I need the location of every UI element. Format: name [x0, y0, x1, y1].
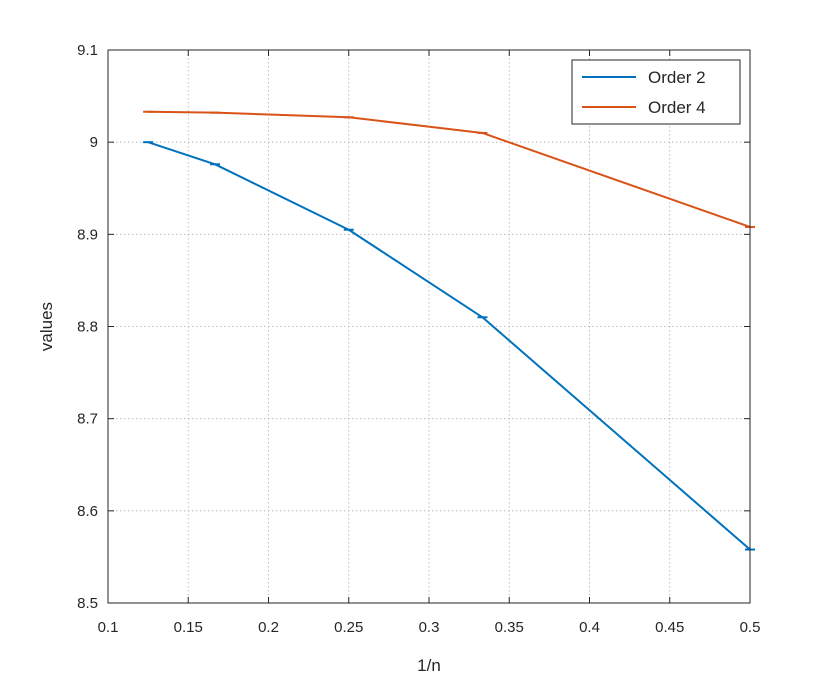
x-tick-label: 0.2	[258, 619, 279, 636]
x-tick-label: 0.5	[740, 619, 761, 636]
y-axis-label: values	[37, 302, 56, 351]
x-tick-label: 0.45	[655, 619, 684, 636]
y-tick-label: 9	[90, 134, 98, 151]
y-tick-label: 8.5	[77, 595, 98, 612]
series-line-order-2	[147, 141, 751, 551]
x-tick-label: 0.15	[174, 619, 203, 636]
y-tick-label: 8.9	[77, 226, 98, 243]
y-tick-label: 9.1	[77, 42, 98, 59]
x-tick-label: 0.4	[579, 619, 600, 636]
grid-layer	[108, 50, 750, 603]
series-layer	[143, 110, 755, 551]
legend-label-order-4: Order 4	[648, 98, 706, 117]
x-axis-label: 1/n	[417, 656, 441, 675]
y-tick-label: 8.8	[77, 319, 98, 336]
legend-label-order-2: Order 2	[648, 68, 706, 87]
series-line-order-4	[148, 110, 751, 228]
tick-layer	[107, 49, 751, 604]
y-tick-label: 8.6	[77, 503, 98, 520]
legend-frame	[571, 59, 741, 125]
legend: Order 2 Order 4	[571, 59, 741, 125]
tick-label-layer: 0.1 0.15 0.2 0.25 0.3 0.35 0.4 0.45 0.5 8.5 8.6 8.7…	[77, 42, 760, 636]
x-tick-label: 0.1	[98, 619, 119, 636]
x-tick-label: 0.35	[495, 619, 524, 636]
x-tick-label: 0.3	[419, 619, 440, 636]
series-order-4	[143, 110, 755, 228]
series-order-2	[143, 141, 755, 551]
x-tick-label: 0.25	[334, 619, 363, 636]
y-tick-label: 8.7	[77, 411, 98, 428]
